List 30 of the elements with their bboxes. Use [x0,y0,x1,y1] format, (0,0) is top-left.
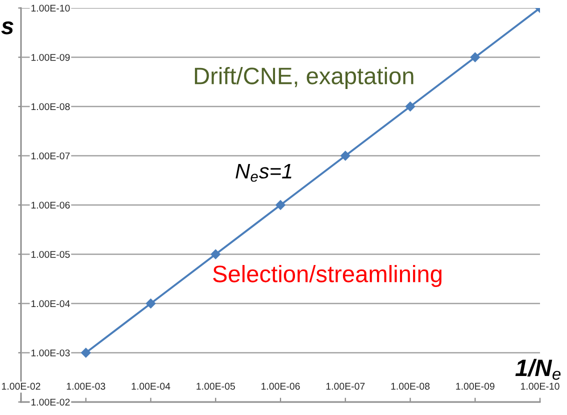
y-tick-label: 1.00E-09 [31,54,70,61]
x-tick-label: 1.00E-08 [391,382,430,390]
y-tick-label: 1.00E-04 [31,300,70,308]
x-tick-label: 1.00E-02 [2,382,40,390]
point [146,298,156,308]
annotation: Drift/CNE, exaptation [194,66,414,90]
y-tick-label: 1.00E-10 [31,4,70,12]
y-tick-label: 1.00E-08 [31,103,70,110]
point [81,348,91,358]
x-tick-label: 1.00E-07 [326,382,365,390]
y-tick-label: 1.00E-03 [31,349,70,356]
x-tick-label: 1.00E-03 [66,382,106,390]
y-tick-label: 1.00E-07 [31,152,70,160]
x-tick-label: 1.00E-04 [132,382,170,390]
x-axis-title: 1/N$_{e}$ [515,358,561,380]
y-tick-label: 1.00E-06 [31,202,70,209]
point [340,150,350,161]
point [210,249,220,260]
x-tick-label: 1.00E-09 [456,382,494,390]
x-tick-label: 1.00E-10 [521,382,560,390]
y-axis-title: s [1,21,14,34]
x-tick-label: 1.00E-06 [262,382,300,390]
y-tick-label: 1.00E-02 [31,398,70,406]
y-tick-label: 1.00E-05 [31,250,70,258]
annotation: N$_{e}$s=1 [236,164,292,182]
annotation: Selection/streamlining [213,264,442,288]
point [276,200,286,210]
point [405,102,416,112]
point [470,52,480,62]
x-tick-label: 1.00E-05 [196,382,235,390]
